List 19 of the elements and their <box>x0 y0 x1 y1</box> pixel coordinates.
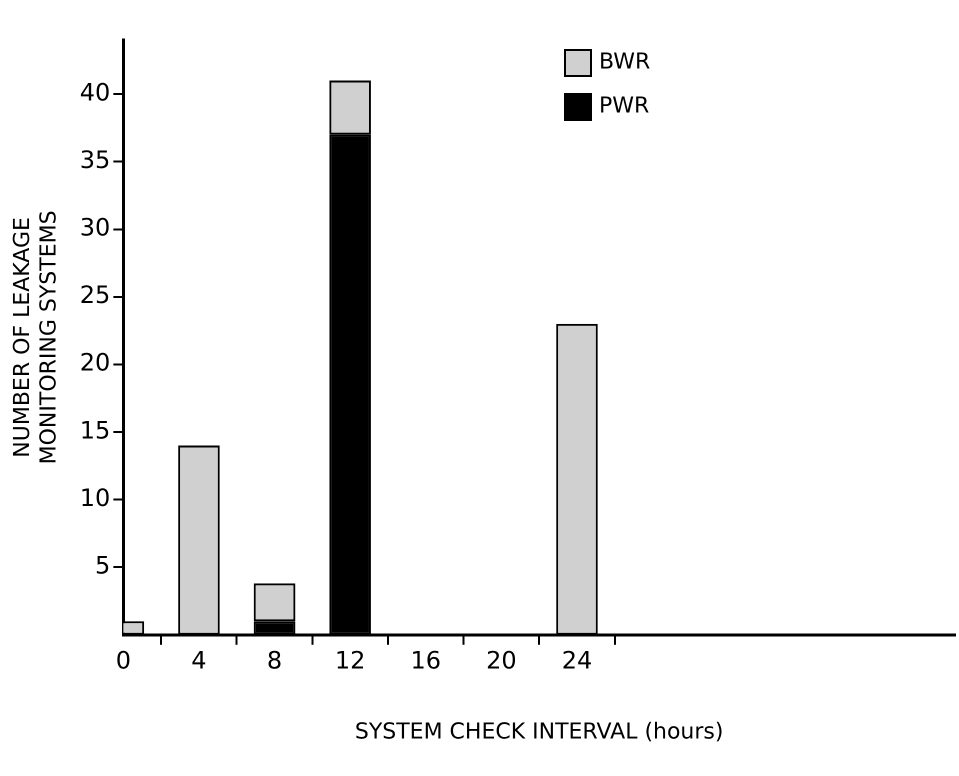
x-tick-label: 8 <box>266 646 282 674</box>
y-tick-label: 10 <box>80 484 110 512</box>
x-tick-label: 0 <box>116 646 131 674</box>
legend-label: BWR <box>599 50 650 75</box>
y-tick-label: 40 <box>80 78 110 106</box>
x-axis-title: SYSTEM CHECK INTERVAL (hours) <box>354 720 724 745</box>
y-axis-title: NUMBER OF LEAKAGE MONITORING SYSTEMS <box>10 210 62 464</box>
x-tick-label: 24 <box>562 646 592 674</box>
x-tick-label: 20 <box>486 646 517 674</box>
y-tick-label: 20 <box>80 348 110 377</box>
x-tick-label: 16 <box>410 646 442 674</box>
y-tick-label: 30 <box>80 213 110 242</box>
x-tick-label: 12 <box>334 646 366 674</box>
y-tick-label: 35 <box>80 146 110 174</box>
x-tick-label: 4 <box>191 646 207 674</box>
y-tick-label: 25 <box>80 281 110 310</box>
legend-label: PWR <box>599 94 650 119</box>
y-tick-label: 15 <box>80 416 110 444</box>
y-tick-label: 5 <box>95 551 110 580</box>
